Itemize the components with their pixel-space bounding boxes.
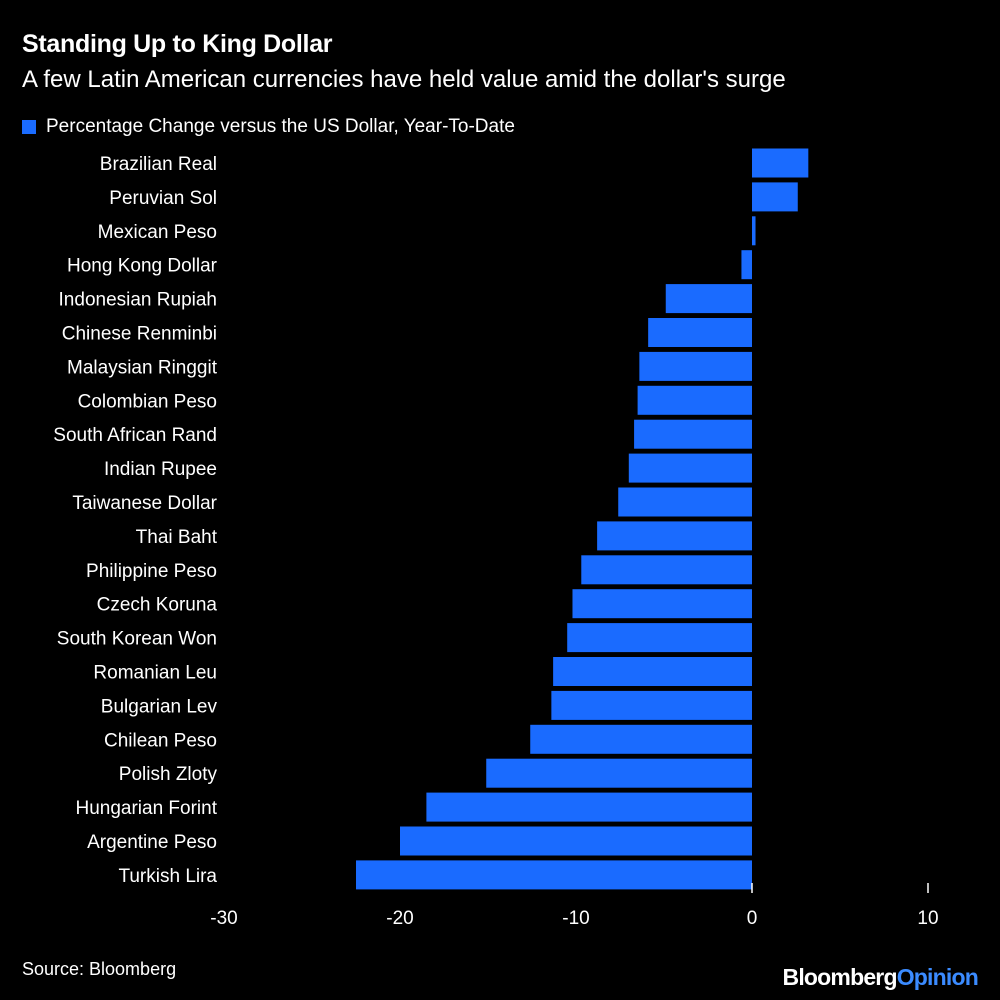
category-label: Philippine Peso — [86, 561, 217, 582]
bar — [553, 657, 752, 686]
category-label: Indian Rupee — [104, 459, 217, 480]
category-label: South Korean Won — [57, 629, 217, 650]
bar — [400, 826, 752, 856]
legend-label: Percentage Change versus the US Dollar, … — [46, 116, 515, 137]
legend: Percentage Change versus the US Dollar, … — [22, 116, 515, 138]
x-tick-label: -20 — [386, 908, 413, 929]
bar — [752, 182, 798, 212]
bar — [530, 724, 752, 754]
x-tick-label: 10 — [917, 908, 938, 929]
bar — [648, 318, 752, 347]
category-label: Czech Koruna — [97, 595, 218, 616]
category-label: Hong Kong Dollar — [67, 256, 218, 277]
x-tick-label: -10 — [562, 908, 589, 929]
category-label: Indonesian Rupiah — [59, 290, 217, 311]
category-label: Thai Baht — [136, 527, 218, 548]
brand-logo: BloombergOpinion — [782, 964, 979, 991]
bar — [581, 555, 752, 585]
category-label: Taiwanese Dollar — [72, 493, 217, 514]
bar — [572, 589, 752, 619]
category-label: Hungarian Forint — [75, 798, 217, 819]
category-label: Bulgarian Lev — [101, 696, 218, 717]
category-label: Peruvian Sol — [109, 188, 217, 209]
category-label: Romanian Leu — [93, 663, 217, 684]
bar — [752, 216, 756, 246]
x-tick-label: -30 — [210, 908, 237, 929]
chart-subtitle: A few Latin American currencies have hel… — [22, 66, 786, 93]
chart-title: Standing Up to King Dollar — [22, 30, 333, 58]
category-label: Mexican Peso — [98, 222, 217, 243]
bar — [665, 284, 752, 314]
category-label: Chinese Renminbi — [62, 324, 217, 345]
bar — [618, 487, 752, 517]
bar — [567, 623, 752, 653]
brand-accent: Opinion — [896, 964, 979, 990]
bar — [628, 453, 752, 483]
category-label: Colombian Peso — [78, 391, 217, 412]
category-label: Chilean Peso — [104, 730, 217, 751]
bar — [639, 351, 752, 381]
bar — [752, 148, 809, 178]
category-label: Malaysian Ringgit — [67, 357, 218, 378]
category-label: South African Rand — [53, 425, 217, 446]
bar — [637, 385, 752, 415]
bar — [486, 758, 752, 788]
legend-swatch — [22, 120, 36, 134]
bar — [741, 250, 752, 280]
bar — [597, 521, 752, 551]
bar — [634, 419, 752, 449]
bar — [551, 690, 752, 720]
category-label: Argentine Peso — [87, 832, 217, 853]
bar — [356, 860, 752, 890]
category-label: Brazilian Real — [100, 154, 217, 175]
category-label: Polish Zloty — [119, 764, 218, 785]
category-label: Turkish Lira — [118, 866, 217, 887]
source-note: Source: Bloomberg — [22, 959, 177, 979]
bar — [426, 792, 752, 822]
brand-main: Bloomberg — [782, 964, 898, 990]
x-tick-label: 0 — [747, 908, 758, 929]
